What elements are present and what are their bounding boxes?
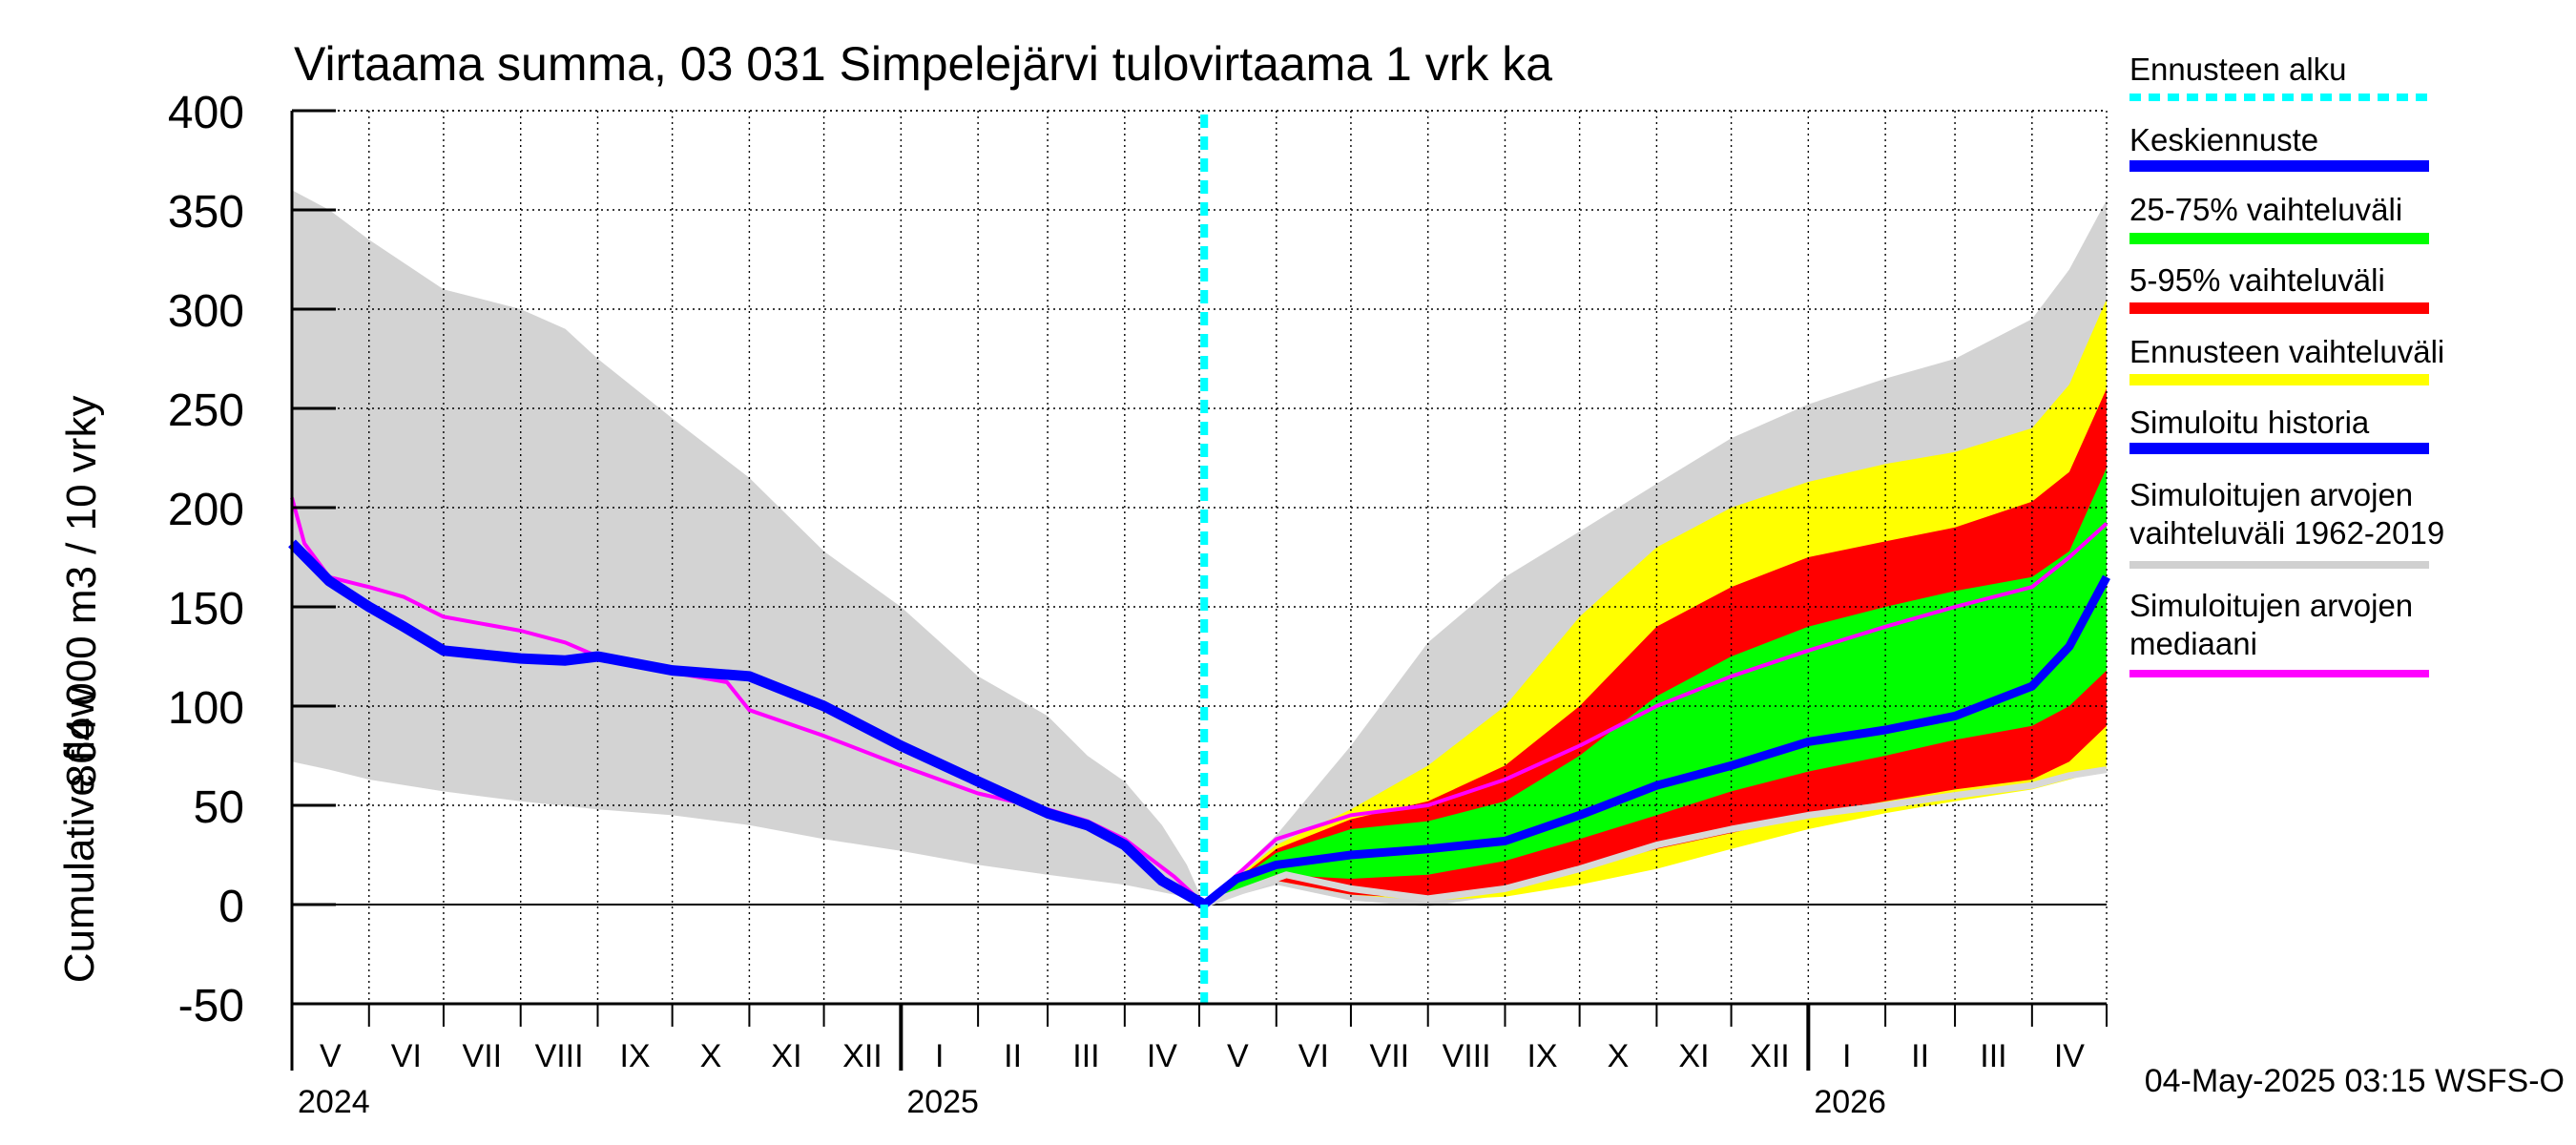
- legend-item: Ennusteen vaihteluväli: [2129, 334, 2444, 385]
- forecast-5-95-band: [1204, 388, 2107, 905]
- legend-label: Ennusteen alku: [2129, 52, 2347, 87]
- month-label: II: [1004, 1038, 1022, 1074]
- month-label: III: [1072, 1038, 1099, 1074]
- month-label: X: [1608, 1038, 1630, 1074]
- month-label: IV: [2054, 1038, 2085, 1074]
- month-label: VII: [463, 1038, 503, 1074]
- legend-label: Simuloitujen arvojen: [2129, 477, 2413, 512]
- month-label: VI: [1298, 1038, 1329, 1074]
- month-label: III: [1980, 1038, 2006, 1074]
- simulated-history-line: [288, 539, 1207, 909]
- legend-label: Simuloitujen arvojen: [2129, 588, 2413, 623]
- legend-label: Simuloitu historia: [2129, 405, 2370, 440]
- y-tick-label: 0: [218, 882, 244, 932]
- legend-label: mediaani: [2129, 626, 2257, 661]
- y-axis-label-title: Cumulative flow: [56, 687, 103, 984]
- legend-item: Ennusteen alku: [2129, 52, 2429, 101]
- y-tick-label: -50: [178, 981, 244, 1031]
- y-tick-label: 150: [168, 584, 244, 635]
- y-tick-label: 200: [168, 485, 244, 535]
- footer-timestamp: 04-May-2025 03:15 WSFS-O: [2145, 1063, 2565, 1099]
- forecast-sim-median-line: [1203, 766, 2108, 908]
- legend-item: 5-95% vaihteluväli: [2129, 262, 2429, 314]
- legend-label: 25-75% vaihteluväli: [2129, 192, 2402, 227]
- year-label: 2024: [298, 1084, 370, 1120]
- month-label: XII: [842, 1038, 883, 1074]
- chart-title: Virtaama summa, 03 031 Simpelejärvi tulo…: [294, 37, 1552, 91]
- month-label: IV: [1147, 1038, 1177, 1074]
- y-tick-label: 400: [168, 88, 244, 138]
- month-label: XI: [1678, 1038, 1709, 1074]
- legend: Ennusteen alku Keskiennuste 25-75% vaihtel…: [2129, 52, 2444, 677]
- y-tick-label: 300: [168, 286, 244, 337]
- legend-label: 5-95% vaihteluväli: [2129, 262, 2385, 298]
- legend-label: Ennusteen vaihteluväli: [2129, 334, 2444, 369]
- month-label: IX: [619, 1038, 650, 1074]
- legend-label: Keskiennuste: [2129, 122, 2318, 157]
- month-label: V: [1227, 1038, 1249, 1074]
- month-label: VIII: [535, 1038, 584, 1074]
- y-tick-label: 350: [168, 187, 244, 238]
- month-label: V: [320, 1038, 342, 1074]
- month-label: II: [1911, 1038, 1929, 1074]
- grid-layer: [292, 110, 2108, 1004]
- legend-item: Simuloitu historia: [2129, 405, 2429, 454]
- y-tick-label: 250: [168, 385, 244, 436]
- month-label: XII: [1750, 1038, 1790, 1074]
- historical-range-band: [292, 190, 1205, 905]
- month-label: VIII: [1443, 1038, 1491, 1074]
- year-label: 2026: [1814, 1084, 1886, 1120]
- month-label: VI: [391, 1038, 422, 1074]
- legend-item: Keskiennuste: [2129, 122, 2429, 172]
- month-label: I: [1842, 1038, 1851, 1074]
- y-axis-label-unit: 864 000 m3 / 10 vrky: [58, 396, 105, 788]
- month-label: XI: [771, 1038, 801, 1074]
- mean-forecast-line: [1201, 574, 2110, 908]
- legend-item: 25-75% vaihteluväli: [2129, 192, 2429, 244]
- year-label: 2025: [906, 1084, 979, 1120]
- month-label: X: [700, 1038, 722, 1074]
- month-label: VII: [1370, 1038, 1410, 1074]
- month-label: IX: [1527, 1038, 1557, 1074]
- y-tick-label: 50: [194, 782, 244, 833]
- y-tick-label: 100: [168, 683, 244, 734]
- legend-label: vaihteluväli 1962-2019: [2129, 515, 2444, 551]
- month-label: I: [935, 1038, 944, 1074]
- line-layer: [288, 114, 2110, 1004]
- forecast-median-line: [1202, 522, 2109, 906]
